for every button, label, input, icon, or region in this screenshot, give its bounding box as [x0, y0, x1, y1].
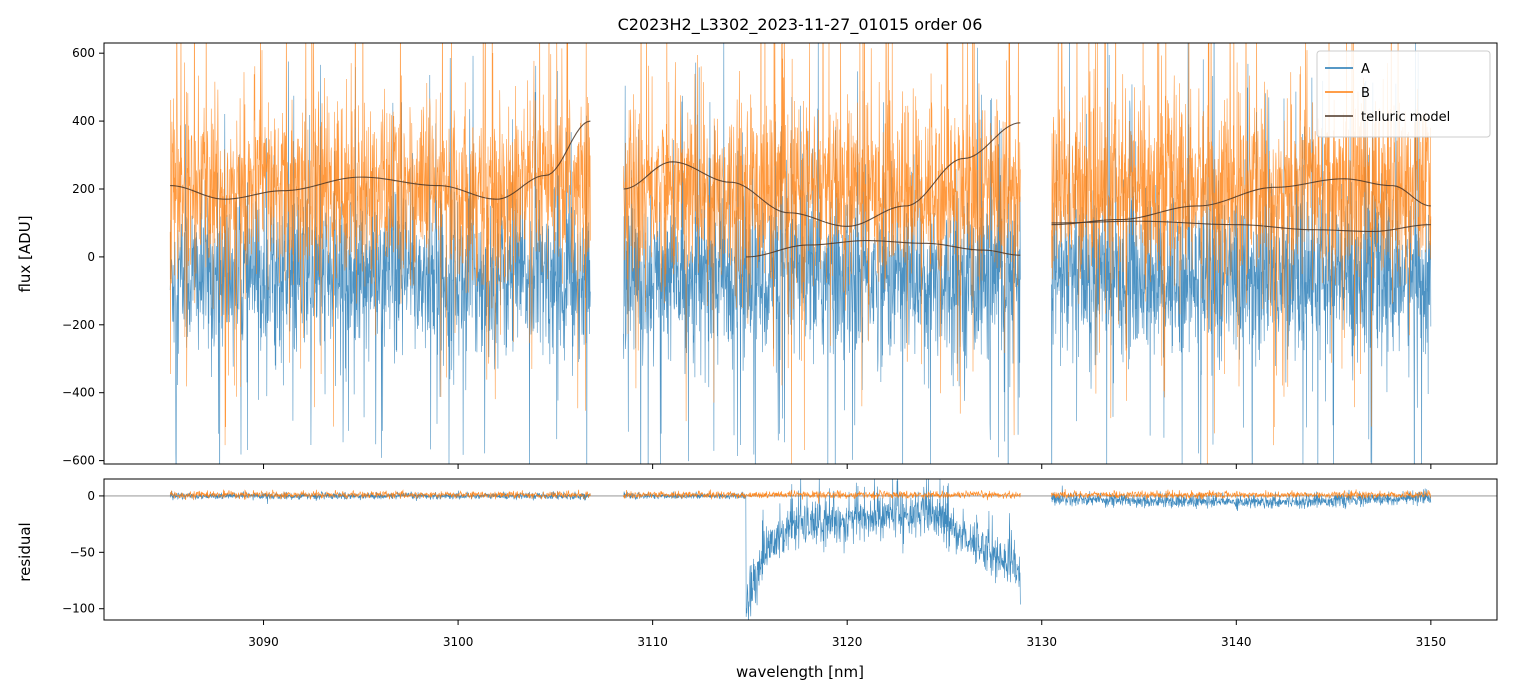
telluric-model-curve-2 [623, 122, 1021, 227]
residual-y-tick-label: −100 [62, 602, 95, 616]
telluric-model-curve-1 [170, 120, 591, 200]
legend-label-b: B [1361, 86, 1370, 101]
legend-label-a: A [1361, 62, 1370, 77]
telluric-model-curve-5 [1051, 220, 1431, 232]
series-b-segment-3 [1051, 43, 1432, 464]
flux-y-tick-label: −200 [62, 318, 95, 332]
residual-y-tick-label: −50 [70, 545, 95, 559]
flux-y-tick-label: 600 [72, 46, 95, 60]
telluric-model-curve-3 [746, 240, 1021, 258]
x-tick-label: 3120 [832, 635, 863, 649]
x-tick-label: 3090 [248, 635, 279, 649]
x-tick-label: 3110 [637, 635, 668, 649]
residual-b-segment-3 [1051, 489, 1432, 500]
residual-panel-frame [103, 478, 1498, 621]
x-tick-label: 3100 [443, 635, 474, 649]
residual-a-segment-3 [1051, 485, 1432, 512]
flux-y-tick-label: 400 [72, 114, 95, 128]
residual-b-segment-2 [623, 489, 1021, 504]
x-tick-label: 3130 [1026, 635, 1057, 649]
series-b-segment-1 [169, 43, 591, 446]
legend-box [1316, 50, 1491, 138]
flux-y-tick-label: −400 [62, 386, 95, 400]
telluric-model-curve-4 [1051, 178, 1431, 226]
flux-y-tick-label: 0 [87, 250, 95, 264]
flux-y-tick-label: −600 [62, 454, 95, 468]
flux-panel: −600 −400 −200 0 200 400 600 flux [ADU] ABtell… [16, 42, 1498, 469]
flux-axis-label: flux [ADU] [16, 215, 34, 292]
flux-panel-frame [103, 42, 1498, 465]
legend-label-telluric-model: telluric model [1361, 110, 1450, 125]
residual-a-segment-2 [623, 479, 1021, 620]
residual-axis-label: residual [16, 522, 34, 581]
flux-y-tick-label: 200 [72, 182, 95, 196]
residual-panel: −100 −50 0 3090 3100 3110 3120 3130 3140 3150 re… [16, 478, 1498, 681]
series-a-segment-2 [623, 43, 1021, 464]
chart-title: C2023H2_L3302_2023-11-27_01015 order 06 [618, 15, 983, 35]
residual-b-segment-1 [169, 489, 591, 501]
residual-y-tick-label: 0 [87, 489, 95, 503]
x-axis-label: wavelength [nm] [736, 663, 864, 681]
x-tick-label: 3150 [1416, 635, 1447, 649]
x-tick-label: 3140 [1221, 635, 1252, 649]
series-b-segment-2 [623, 43, 1021, 464]
